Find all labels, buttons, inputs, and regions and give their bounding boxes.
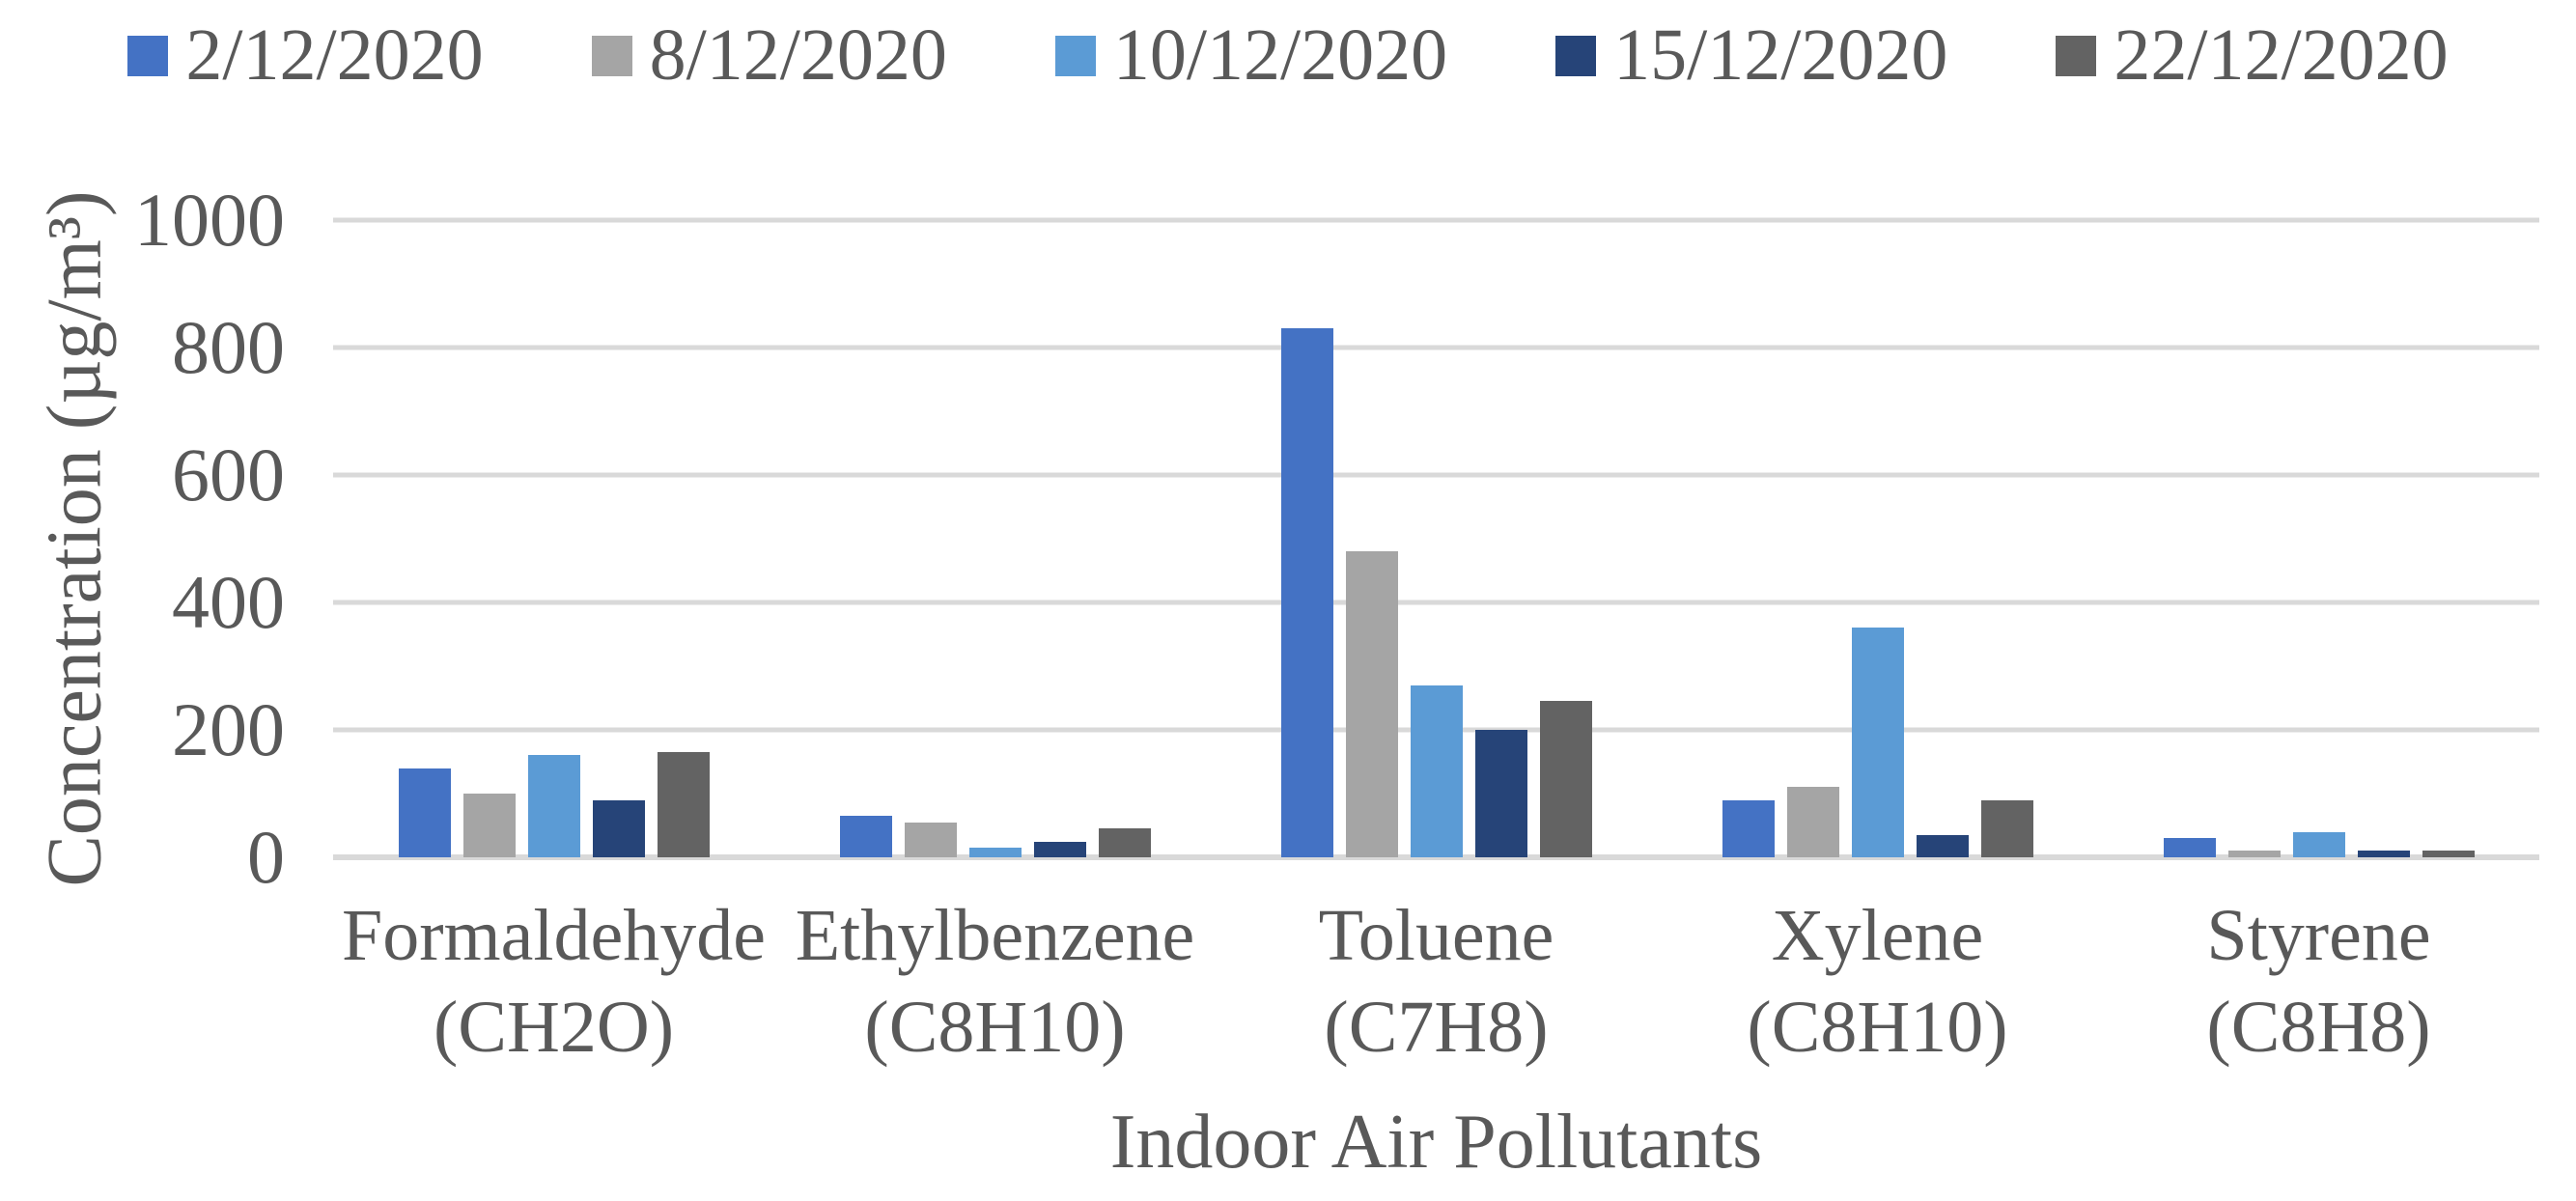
category-label: Styrene (C8H8)	[2098, 890, 2539, 1074]
bar	[904, 822, 957, 857]
y-tick-label: 400	[172, 560, 285, 644]
bar	[1851, 628, 1904, 857]
bar	[1410, 684, 1463, 857]
bar	[592, 799, 645, 857]
bar	[462, 794, 516, 857]
legend-swatch	[1555, 35, 1597, 76]
legend-item: 2/12/2020	[127, 14, 484, 97]
bar	[1280, 328, 1333, 857]
bar	[398, 768, 451, 857]
category-label-name: Formaldehyde	[341, 895, 766, 976]
legend-label: 15/12/2020	[1613, 14, 1948, 96]
bar	[527, 755, 580, 857]
legend-label: 10/12/2020	[1112, 14, 1448, 96]
y-tick-label: 1000	[134, 178, 285, 262]
legend-item: 8/12/2020	[591, 14, 947, 97]
gridline	[333, 345, 2539, 350]
legend: 2/12/2020 8/12/2020 10/12/2020 15/12/2020 22…	[0, 14, 2576, 97]
bar	[1786, 787, 1839, 857]
bar	[1345, 551, 1398, 857]
bar-group	[774, 220, 1216, 857]
bar	[2163, 838, 2216, 857]
category-label-formula: (C8H10)	[1747, 987, 2008, 1068]
gridline	[333, 854, 2539, 860]
bar	[1474, 730, 1527, 857]
y-tick-label: 200	[172, 687, 285, 771]
category-label: Formaldehyde (CH2O)	[333, 890, 774, 1074]
category-label-formula: (C7H8)	[1324, 987, 1549, 1068]
category-label-formula: (CH2O)	[433, 987, 675, 1068]
bar	[968, 848, 1022, 857]
y-tick-label: 0	[247, 815, 285, 899]
category-label-name: Toluene	[1318, 895, 1554, 976]
y-tick-label: 600	[172, 433, 285, 517]
bar	[1980, 799, 2033, 857]
legend-item: 10/12/2020	[1054, 14, 1448, 97]
gridline	[333, 217, 2539, 223]
legend-label: 8/12/2020	[649, 14, 947, 96]
bar	[1722, 799, 1775, 857]
category-label-name: Xylene	[1771, 895, 1984, 976]
gridline	[333, 472, 2539, 478]
legend-swatch	[2056, 35, 2097, 76]
category-label: Xylene (C8H10)	[1657, 890, 2098, 1074]
legend-swatch	[127, 35, 169, 76]
legend-label: 2/12/2020	[185, 14, 484, 96]
bar	[657, 752, 710, 857]
bar	[2422, 851, 2475, 857]
category-label: Toluene (C7H8)	[1216, 890, 1657, 1074]
y-tick-label: 800	[172, 305, 285, 389]
legend-swatch	[591, 35, 632, 76]
category-label-name: Ethylbenzene	[795, 895, 1195, 976]
bar-group	[1216, 220, 1657, 857]
bar	[2357, 851, 2410, 857]
legend-item: 15/12/2020	[1555, 14, 1948, 97]
bar	[1098, 828, 1151, 857]
bar-group	[1657, 220, 2098, 857]
category-label-formula: (C8H10)	[864, 987, 1126, 1068]
category-label-name: Styrene	[2206, 895, 2431, 976]
x-axis-category-labels: Formaldehyde (CH2O) Ethylbenzene (C8H10) Tol…	[333, 890, 2539, 1074]
bar	[839, 816, 892, 857]
bar	[1033, 841, 1086, 857]
legend-item: 22/12/2020	[2056, 14, 2449, 97]
plot-area	[333, 217, 2539, 860]
legend-label: 22/12/2020	[2114, 14, 2449, 96]
bar-group	[333, 220, 774, 857]
legend-swatch	[1054, 35, 1096, 76]
y-axis-tick-labels: 0 200 400 600 800 1000	[0, 182, 285, 895]
category-label: Ethylbenzene (C8H10)	[774, 890, 1216, 1074]
x-axis-title: Indoor Air Pollutants	[1109, 1100, 1763, 1185]
category-label-formula: (C8H8)	[2206, 987, 2431, 1068]
bar	[2227, 851, 2281, 857]
bar	[2292, 831, 2345, 857]
bar	[1539, 701, 1592, 857]
bar	[1916, 834, 1969, 857]
gridline	[333, 600, 2539, 605]
bar-group	[2098, 220, 2539, 857]
bars-container	[333, 220, 2539, 857]
